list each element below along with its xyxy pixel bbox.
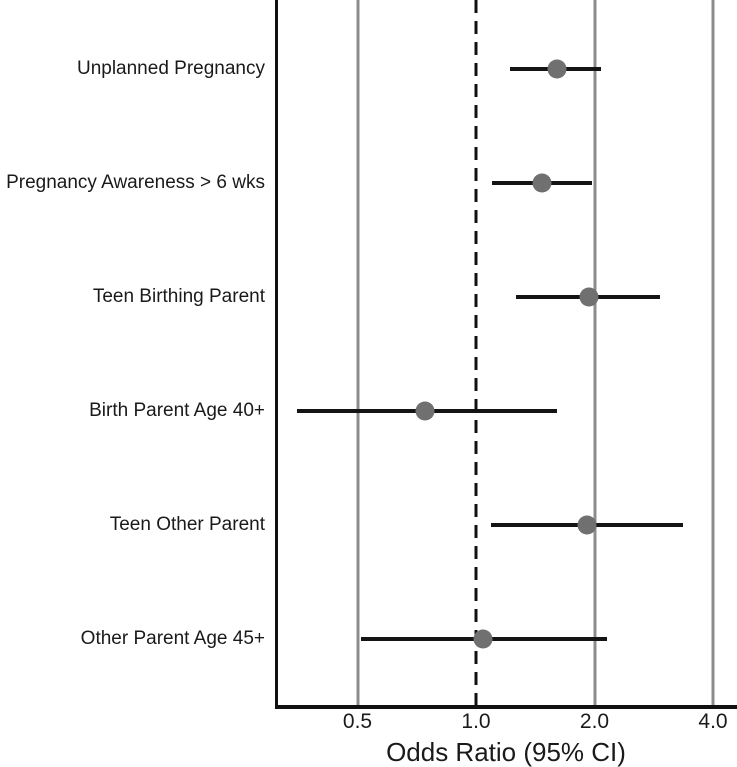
odds-ratio-marker [547, 59, 567, 79]
category-label: Teen Birthing Parent [92, 286, 265, 307]
x-tick-label-1.0: 1.0 [461, 710, 491, 733]
category-label: Pregnancy Awareness > 6 wks [6, 172, 265, 193]
odds-ratio-marker [415, 401, 435, 421]
odds-ratio-marker [473, 629, 493, 649]
gridline-2.0 [593, 0, 596, 705]
odds-ratio-marker [532, 173, 552, 193]
gridline-0.5 [356, 0, 359, 705]
odds-ratio-marker [579, 287, 599, 307]
category-label: Other Parent Age 45+ [80, 628, 265, 649]
x-tick-label-2.0: 2.0 [579, 710, 610, 733]
y-axis-line [275, 0, 278, 709]
gridline-4.0 [711, 0, 715, 705]
category-label: Unplanned Pregnancy [76, 58, 265, 79]
category-label: Birth Parent Age 40+ [89, 400, 265, 421]
reference-line-or-1 [474, 0, 478, 705]
category-label: Teen Other Parent [109, 514, 265, 535]
odds-ratio-marker [577, 515, 597, 535]
x-tick-label-0.5: 0.5 [342, 710, 373, 733]
x-tick-label-4.0: 4.0 [698, 710, 728, 733]
x-axis-line [275, 705, 737, 709]
x-axis-title: Odds Ratio (95% CI) [386, 737, 626, 767]
